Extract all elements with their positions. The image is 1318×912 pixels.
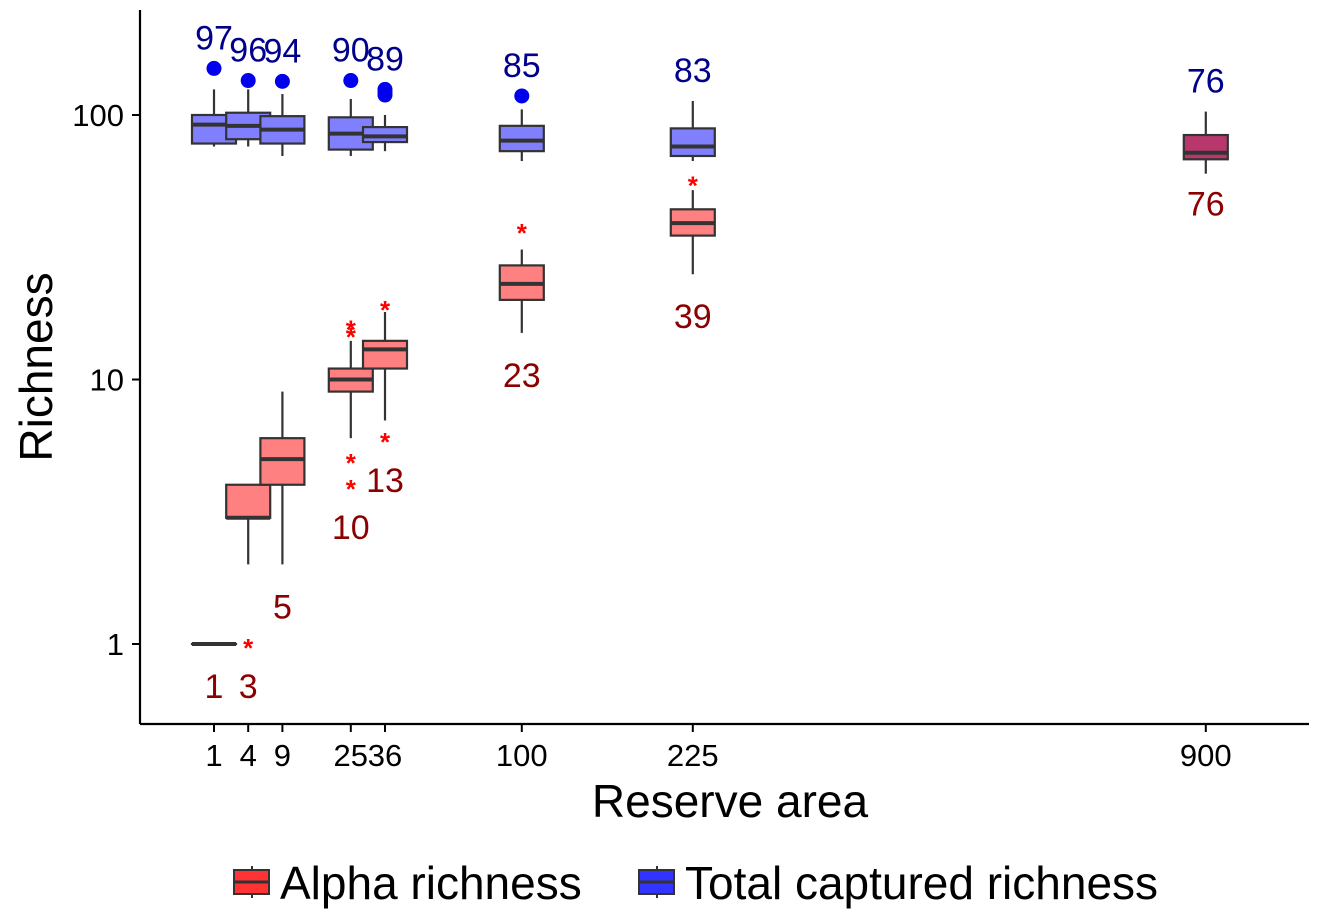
alpha-median-label: 1 [205, 668, 224, 706]
total-box-9 [259, 94, 306, 156]
alpha-box-4 [225, 483, 272, 565]
total-median-label: 76 [1187, 63, 1225, 101]
alpha-outlier-point: * [380, 427, 391, 457]
alpha-median-label: 10 [332, 509, 370, 547]
box-body [498, 124, 545, 153]
x-tick-label: 25 [334, 738, 368, 773]
total-median-label: 85 [503, 47, 541, 85]
legend-label-alpha: Alpha richness [280, 857, 582, 909]
alpha-outlier-point: * [346, 322, 357, 352]
x-tick-label: 36 [368, 738, 402, 773]
total-median-label: 96 [229, 32, 267, 70]
alpha-median-label: 13 [366, 462, 404, 500]
alpha-box-225 [669, 190, 716, 275]
y-tick-label: 100 [72, 98, 124, 133]
alpha-median-label: 76 [1187, 186, 1225, 224]
box-body [225, 483, 272, 519]
alpha-outlier-point: * [688, 171, 699, 201]
total-outlier-point [514, 88, 530, 104]
alpha-box-36 [361, 311, 409, 421]
total-median-label: 89 [366, 40, 404, 78]
total-median-label: 90 [332, 32, 370, 70]
box-body [1182, 133, 1229, 161]
y-ticks: 1 10 100 [72, 98, 140, 662]
y-axis-title: Richness [10, 272, 62, 461]
total-median-label: 83 [674, 52, 712, 90]
box-body [669, 127, 716, 158]
alpha-outlier-point: * [380, 295, 391, 325]
alpha-outlier-point: * [517, 218, 528, 248]
legend-key-alpha [233, 866, 270, 898]
x-tick-label: 100 [496, 738, 548, 773]
total-box-225 [669, 100, 716, 162]
total-box-36 [361, 115, 409, 152]
alpha-median-label: 5 [273, 588, 292, 626]
x-tick-label: 1 [205, 738, 222, 773]
y-tick-label: 10 [90, 363, 124, 398]
alpha-median-label: 3 [239, 668, 258, 706]
alpha-outlier-point: * [346, 474, 357, 504]
legend-key-total [638, 866, 675, 898]
x-tick-label: 9 [274, 738, 291, 773]
x-tick-label: 900 [1180, 738, 1232, 773]
alpha-outlier-point: * [346, 315, 357, 345]
alpha-box-9 [259, 391, 306, 565]
total-outlier-point [240, 73, 256, 89]
total-outlier-point [377, 81, 393, 97]
alpha-box-25 [327, 340, 374, 439]
x-ticks: 1 4 9 25 36 100 225 900 [205, 724, 1232, 773]
alpha-outlier-point: * [243, 633, 254, 663]
alpha-median-label: 39 [674, 298, 712, 336]
total-box-100 [498, 109, 545, 162]
x-tick-label: 4 [240, 738, 257, 773]
x-tick-label: 225 [667, 738, 719, 773]
total-median-label: 94 [263, 32, 301, 70]
alpha-box-100 [498, 249, 545, 333]
y-tick-label: 1 [107, 627, 124, 662]
total-median-label: 97 [195, 19, 233, 57]
alpha-outlier-point: * [346, 448, 357, 478]
legend: Alpha richness Total captured richness [233, 857, 1158, 909]
total-outlier-point [343, 73, 359, 89]
x-axis-title: Reserve area [592, 775, 869, 827]
box-body [259, 437, 306, 486]
alpha-median-label: 23 [503, 357, 541, 395]
total-outlier-point [206, 60, 222, 76]
legend-label-total: Total captured richness [685, 857, 1158, 909]
boxes-layer: ********* [190, 60, 1229, 663]
total-box-900 [1182, 111, 1229, 174]
box-body [361, 339, 409, 370]
total-outlier-point [274, 73, 290, 89]
